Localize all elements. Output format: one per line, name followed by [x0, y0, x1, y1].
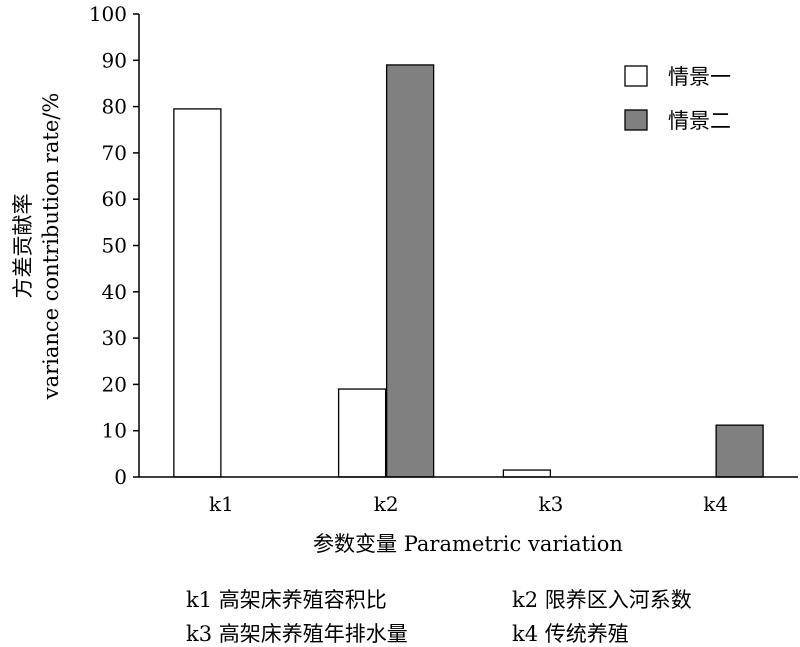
- bar-k1-series-1: [174, 109, 221, 477]
- y-tick-label: 50: [102, 234, 127, 258]
- x-axis-title: 参数变量 Parametric variation: [313, 532, 623, 556]
- note-k1: k1 高架床养殖容积比: [186, 588, 387, 612]
- legend-label-scenario-2: 情景二: [668, 109, 731, 133]
- y-tick-label: 0: [114, 465, 127, 489]
- x-ticks-group: k1 k2 k3 k4: [209, 492, 728, 516]
- legend: 情景一 情景二: [625, 65, 731, 133]
- x-tick-label: k4: [703, 492, 728, 516]
- y-tick-label: 40: [102, 280, 127, 304]
- bar-k2-series-2: [387, 65, 434, 477]
- notes: k1 高架床养殖容积比 k2 限养区入河系数 k3 高架床养殖年排水量 k4 传…: [186, 588, 692, 646]
- y-tick-label: 70: [102, 141, 127, 165]
- y-ticks-group: 0 10 20 30 40 50 60 70 80 90 100: [89, 2, 139, 489]
- legend-swatch-scenario-1: [625, 66, 647, 86]
- bar-k3-series-1: [503, 470, 550, 477]
- x-tick-label: k3: [538, 492, 563, 516]
- x-tick-label: k1: [209, 492, 234, 516]
- y-axis-title-cn: 方差贡献率: [11, 194, 35, 299]
- legend-swatch-scenario-2: [625, 110, 647, 130]
- note-k3: k3 高架床养殖年排水量: [186, 622, 408, 646]
- y-tick-label: 90: [102, 48, 127, 72]
- note-k4: k4 传统养殖: [512, 622, 629, 646]
- y-tick-label: 10: [102, 419, 127, 443]
- y-tick-label: 100: [89, 2, 127, 26]
- y-tick-label: 80: [102, 95, 127, 119]
- note-k2: k2 限养区入河系数: [512, 588, 692, 612]
- bar-k2-series-1: [339, 389, 386, 477]
- y-tick-label: 60: [102, 187, 127, 211]
- y-axis-title-en: variance contribution rate/%: [39, 93, 63, 401]
- x-tick-label: k2: [374, 492, 399, 516]
- y-tick-label: 30: [102, 326, 127, 350]
- bar-k4-series-2: [716, 425, 763, 477]
- y-tick-label: 20: [102, 372, 127, 396]
- legend-label-scenario-1: 情景一: [668, 65, 731, 89]
